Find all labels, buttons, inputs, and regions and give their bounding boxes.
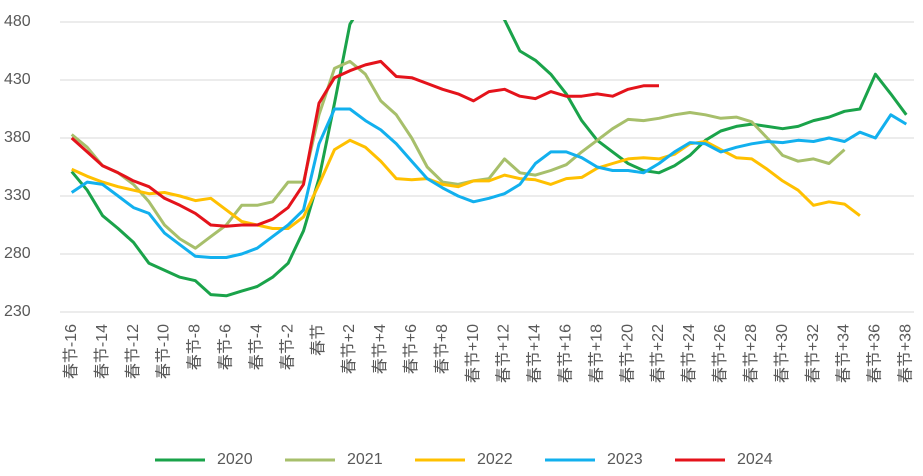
x-tick-label: 春节+32 [804,324,822,383]
x-tick-label: 春节+4 [371,324,389,374]
x-tick-label: 春节-2 [278,324,296,370]
x-tick-label: 春节-12 [124,324,142,379]
legend-label: 2020 [217,451,253,468]
y-tick-label: 480 [4,13,31,30]
x-tick-label: 春节+38 [896,324,914,383]
x-tick-label: 春节+34 [835,324,853,383]
x-tick-label: 春节-14 [93,324,111,379]
x-tick-label: 春节-8 [186,324,204,370]
legend-label: 2024 [737,451,773,468]
x-tick-label: 春节+8 [433,324,451,374]
x-tick-label: 春节+18 [587,324,605,383]
x-tick-label: 春节-10 [155,324,173,379]
x-tick-label: 春节+26 [711,324,729,383]
legend-label: 2021 [347,451,383,468]
series-line [70,107,908,259]
series-line [71,138,861,230]
y-tick-label: 230 [4,303,31,320]
y-tick-label: 330 [4,187,31,204]
x-tick-label: 春节-16 [62,324,80,379]
x-tick-label: 春节+30 [773,324,791,383]
x-tick-label: 春节+28 [742,324,760,383]
x-tick-label: 春节+12 [495,324,513,383]
y-tick-label: 430 [4,71,31,88]
plot-area [70,20,908,298]
x-tick-label: 春节 [309,324,327,356]
x-tick-label: 春节+36 [866,324,884,383]
x-tick-label: 春节+16 [556,324,574,383]
series-line [70,59,846,250]
y-tick-label: 380 [4,129,31,146]
series-line [70,20,908,298]
legend-label: 2022 [477,451,513,468]
x-tick-label: 春节+20 [618,324,636,383]
legend-label: 2023 [607,451,643,468]
series-line [70,59,659,228]
x-tick-label: 春节+2 [340,324,358,374]
x-tick-label: 春节-4 [247,324,265,370]
x-tick-label: 春节+22 [649,324,667,383]
y-tick-label: 280 [4,245,31,262]
x-tick-label: 春节+24 [680,324,698,383]
x-tick-label: 春节+14 [526,324,544,383]
x-tick-label: 春节+6 [402,324,420,374]
x-tick-label: 春节+10 [464,324,482,383]
x-tick-label: 春节-6 [216,324,234,370]
